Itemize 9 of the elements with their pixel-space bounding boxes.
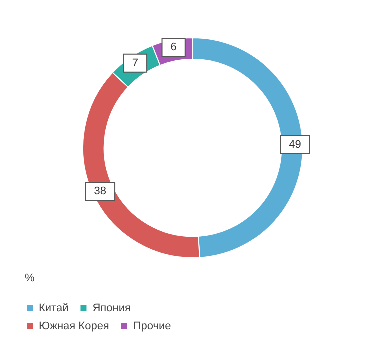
legend-label: Япония bbox=[92, 302, 131, 314]
legend-title: % bbox=[25, 272, 35, 284]
data-label: 49 bbox=[289, 138, 302, 151]
data-label: 7 bbox=[132, 57, 139, 70]
legend-label: Китай bbox=[39, 302, 69, 314]
legend-label: Прочие bbox=[133, 320, 172, 332]
data-label: 38 bbox=[94, 186, 107, 198]
data-label: 6 bbox=[170, 41, 177, 54]
legend-label: Южная Корея bbox=[39, 320, 110, 332]
